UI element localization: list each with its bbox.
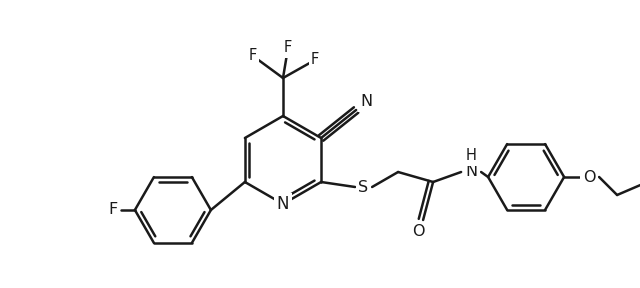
Text: F: F [249, 48, 257, 63]
Text: N: N [360, 94, 372, 109]
Text: F: F [108, 202, 118, 217]
Text: F: F [284, 41, 292, 56]
Text: H: H [466, 149, 477, 164]
Text: F: F [311, 52, 319, 67]
Text: O: O [412, 225, 424, 240]
Text: N: N [465, 164, 477, 179]
Text: N: N [276, 195, 289, 213]
Text: S: S [358, 179, 368, 194]
Text: O: O [583, 170, 595, 185]
